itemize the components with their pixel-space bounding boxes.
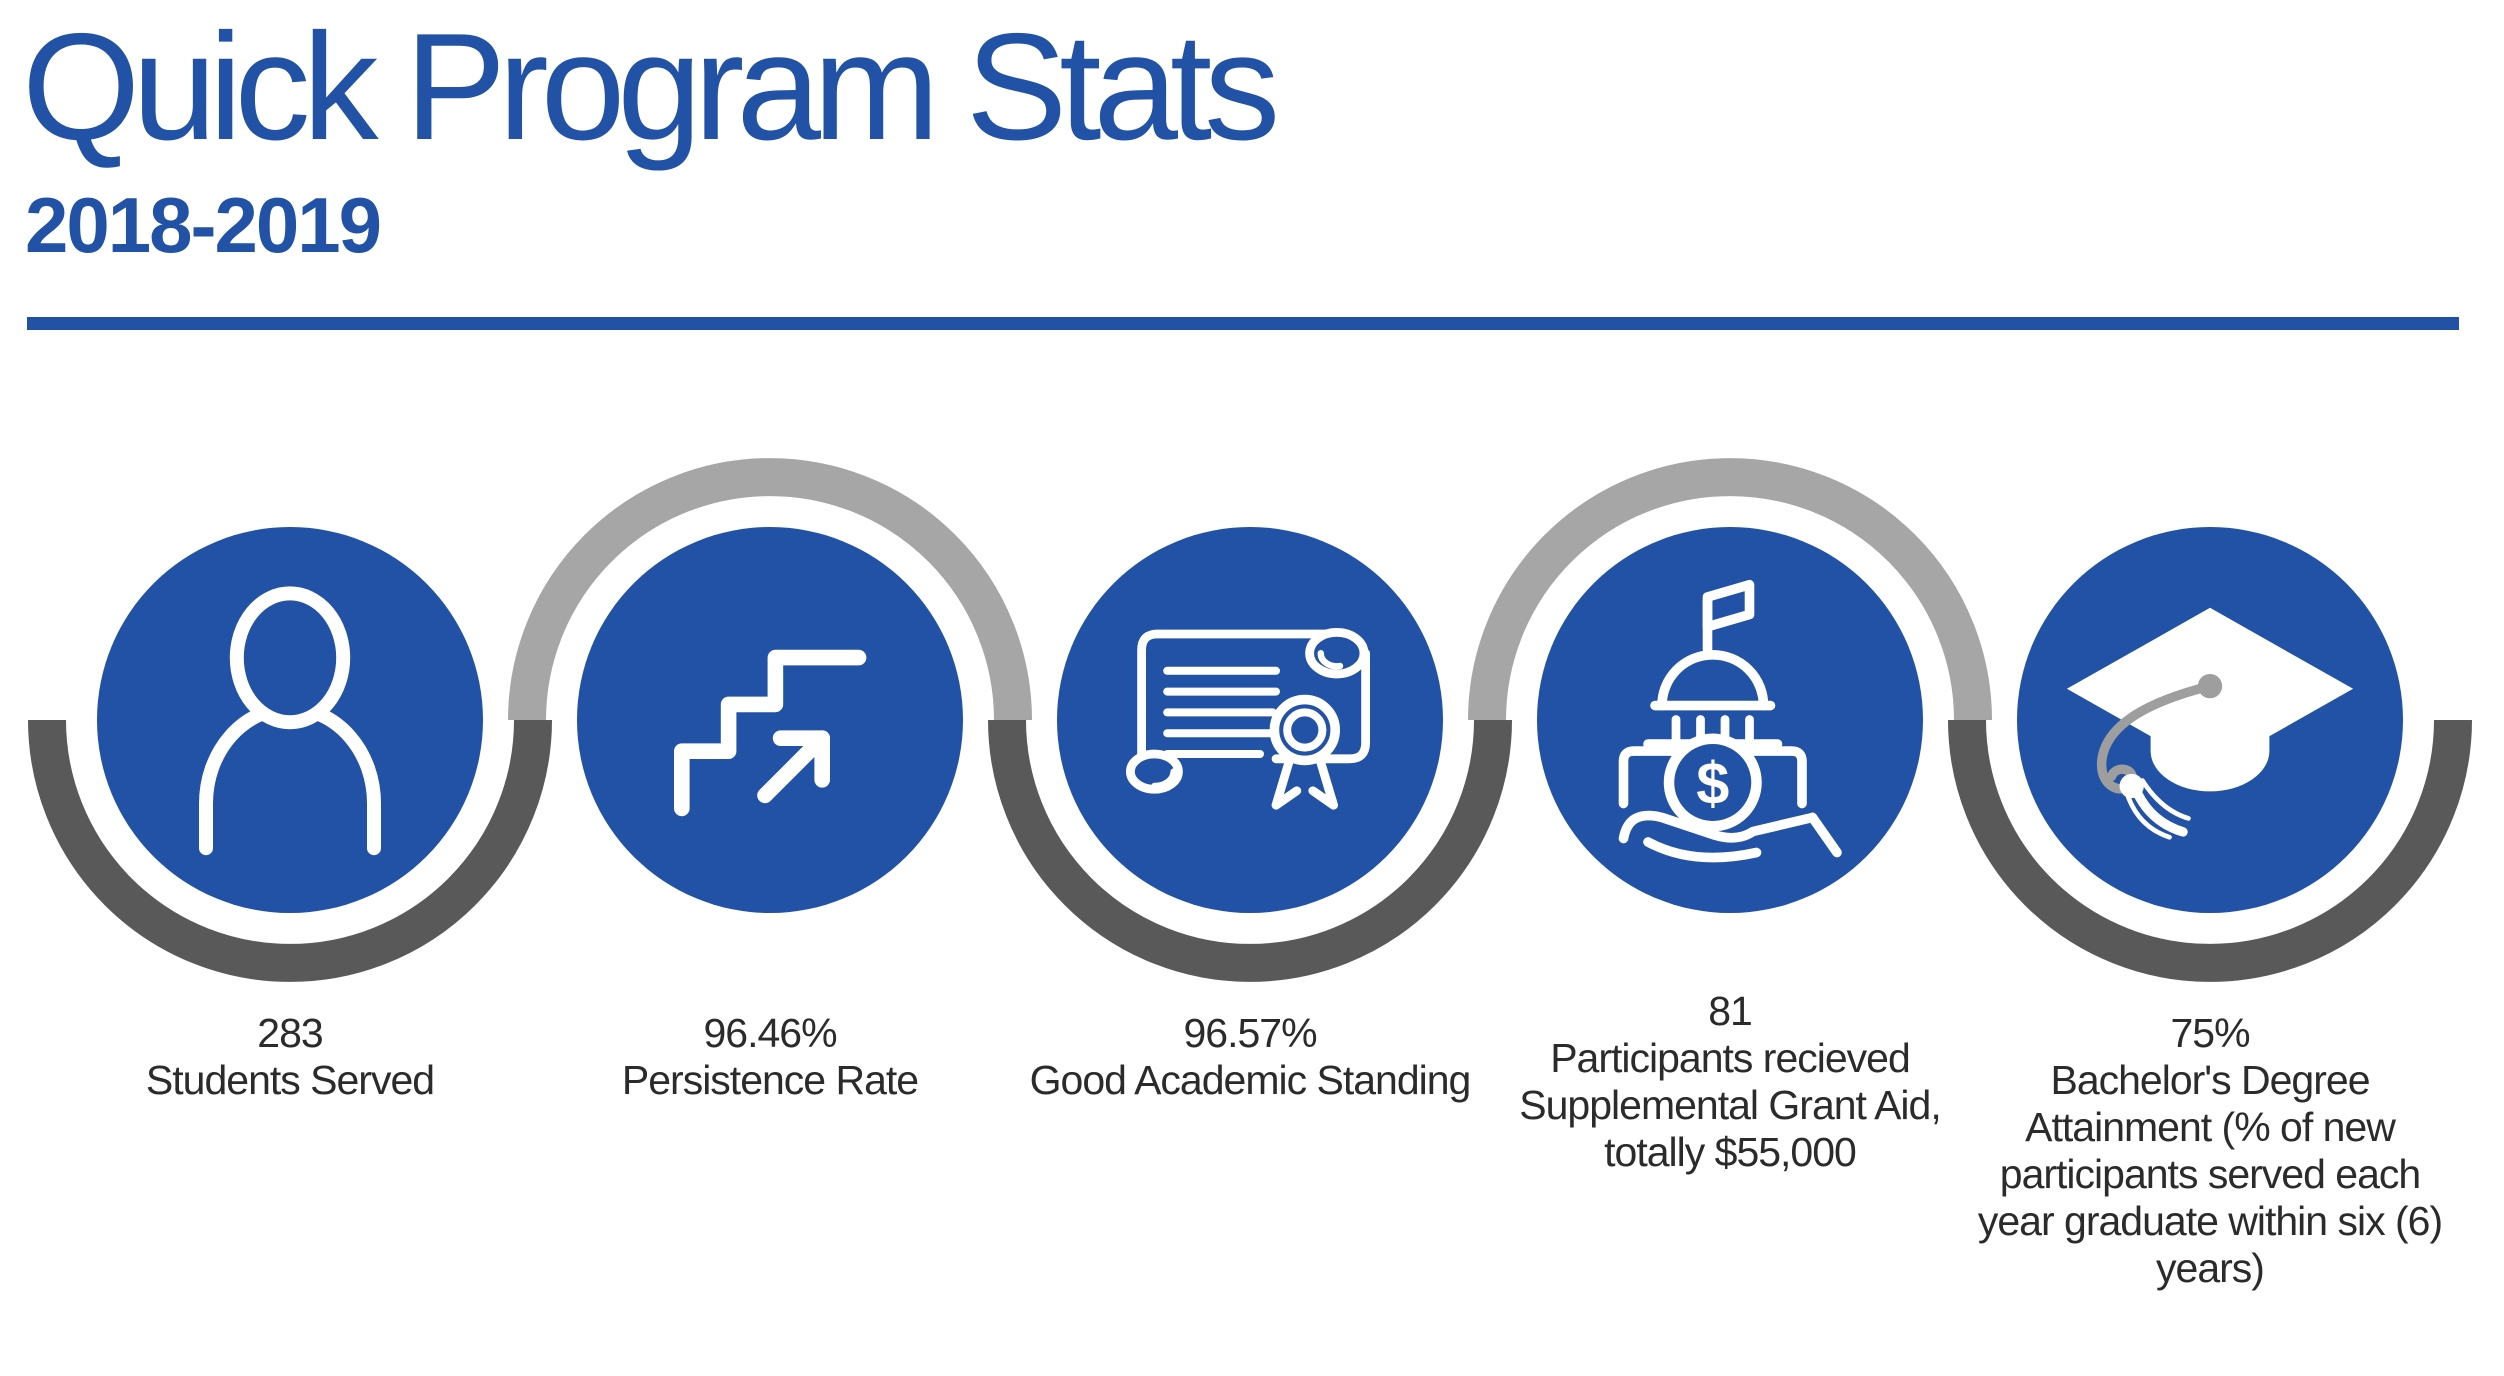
divider-rule xyxy=(27,317,2459,330)
page-subtitle: 2018-2019 xyxy=(25,181,382,269)
arc-top xyxy=(1468,458,1992,721)
stat-graphic xyxy=(508,458,1032,913)
stat-circle xyxy=(577,527,963,913)
grant-building-icon: $ xyxy=(1618,579,1842,863)
arc-bottom xyxy=(28,719,552,982)
stat-value: 96.46% xyxy=(703,1010,837,1056)
stat-caption: 283 Students Served xyxy=(50,1010,530,1104)
stat-value: 283 xyxy=(257,1010,323,1056)
stat-caption: 75% Bachelor's Degree Attainment (% of ne… xyxy=(1970,1010,2450,1292)
graduation-cap-icon xyxy=(2066,607,2354,840)
stat-card-academic-standing xyxy=(988,458,1512,982)
stat-value: 75% xyxy=(2170,1010,2250,1056)
stat-caption: 96.57% Good Academic Standing xyxy=(1010,1010,1490,1104)
stat-label: Participants recieved Supplemental Grant … xyxy=(1519,1035,1941,1175)
stat-label: Bachelor's Degree Attainment (% of new par… xyxy=(1977,1057,2443,1291)
svg-text:$: $ xyxy=(1696,750,1729,817)
stat-value: 81 xyxy=(1708,988,1753,1034)
stat-card-degree-attainment xyxy=(1948,458,2472,982)
stat-card-persistence-rate xyxy=(508,458,1032,982)
stat-caption: 96.46% Persistence Rate xyxy=(530,1010,1010,1104)
stat-circle xyxy=(1057,527,1443,913)
stat-card-grant-aid: $ xyxy=(1468,458,1992,982)
stat-graphic xyxy=(28,527,552,982)
page-title: Quick Program Stats xyxy=(22,2,1280,172)
stairs-up-icon xyxy=(673,649,867,817)
stat-graphic: $ xyxy=(1468,458,1992,913)
stat-value: 96.57% xyxy=(1183,1010,1317,1056)
stat-graphic xyxy=(1948,527,2472,982)
arc-bottom xyxy=(988,719,1512,982)
stat-label: Persistence Rate xyxy=(621,1057,919,1103)
stat-card-students-served xyxy=(28,458,552,982)
stat-label: Good Academic Standing xyxy=(1029,1057,1472,1103)
stat-label: Students Served xyxy=(145,1057,435,1103)
stat-graphic xyxy=(988,527,1512,982)
arc-top xyxy=(508,458,1032,721)
certificate-icon xyxy=(1126,628,1371,810)
person-icon xyxy=(198,586,381,856)
stat-caption: 81 Participants recieved Supplemental Gra… xyxy=(1490,988,1970,1176)
arc-bottom xyxy=(1948,719,2472,982)
